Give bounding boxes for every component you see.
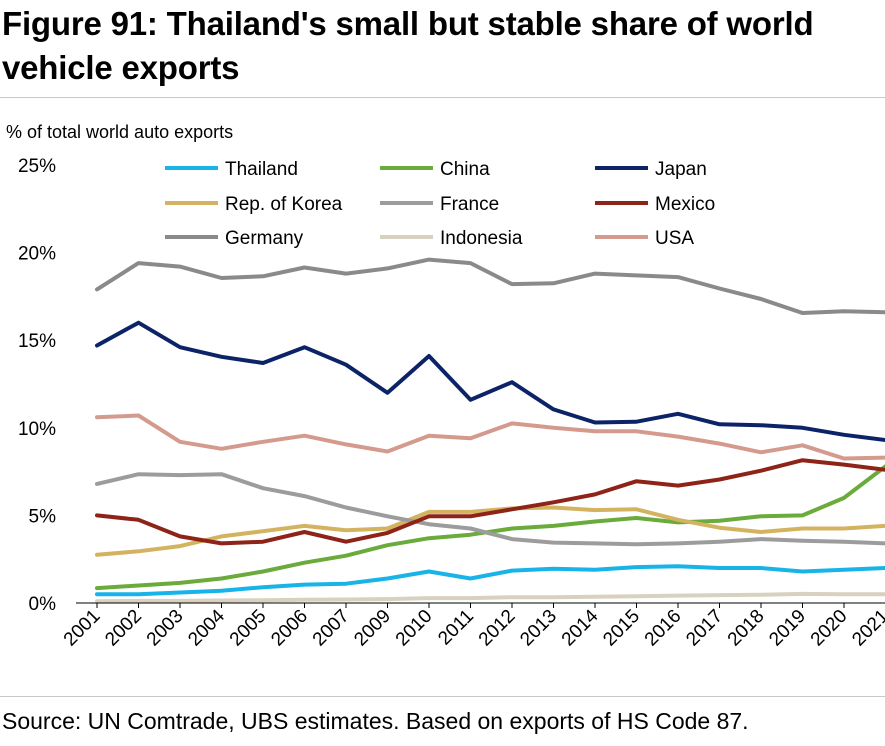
series-line-indonesia	[95, 591, 885, 604]
legend-label: Rep. of Korea	[225, 194, 343, 215]
source-divider	[0, 696, 885, 697]
x-tick-label: 2004	[184, 605, 229, 650]
y-tick-label: 15%	[18, 331, 56, 352]
legend-item: France	[380, 194, 499, 215]
x-tick-label: 2016	[641, 606, 686, 651]
x-tick-label: 2021	[848, 606, 885, 651]
series-line-japan	[95, 320, 885, 443]
y-tick-label: 20%	[18, 244, 56, 265]
legend-label: Japan	[655, 159, 707, 180]
legend-item: USA	[595, 228, 694, 249]
series-line-germany	[95, 257, 885, 315]
legend-item: Rep. of Korea	[165, 194, 343, 215]
legend: Thailand China Japan Rep. of Korea France Mex…	[165, 159, 715, 249]
x-tick-label: 2015	[599, 606, 644, 651]
x-tick-label: 2001	[60, 606, 105, 651]
series-line-usa	[95, 413, 885, 461]
series-line-france	[95, 472, 885, 547]
x-tick-label: 2005	[226, 606, 271, 651]
x-tick-label: 2020	[807, 606, 852, 651]
x-tick-label: 2003	[143, 606, 188, 651]
x-tick-label: 2006	[267, 606, 312, 651]
y-axis-label: % of total world auto exports	[6, 122, 234, 142]
y-tick-label: 0%	[29, 594, 57, 615]
legend-label: USA	[655, 228, 694, 249]
x-tick-label: 2018	[724, 606, 769, 651]
legend-label: Mexico	[655, 194, 715, 215]
x-tick-label: 2011	[434, 606, 478, 650]
series-line-mexico	[95, 458, 885, 546]
title-divider	[0, 97, 885, 98]
series-line-rep-of-korea	[95, 505, 885, 557]
legend-item: Mexico	[595, 194, 715, 215]
legend-label: Germany	[225, 228, 304, 249]
x-tick-label: 2002	[101, 606, 146, 651]
legend-item: China	[380, 159, 490, 180]
x-tick-label: 2019	[765, 606, 810, 651]
x-axis: 2001200220032004200520062007200920102011…	[60, 602, 885, 651]
y-tick-label: 25%	[18, 156, 56, 177]
legend-label: France	[440, 194, 499, 215]
y-tick-label: 5%	[29, 506, 57, 527]
x-tick-label: 2013	[516, 606, 561, 651]
legend-label: Indonesia	[440, 228, 523, 249]
x-tick-label: 2012	[475, 606, 520, 651]
legend-label: Thailand	[225, 159, 298, 180]
series-lines	[95, 257, 885, 604]
figure-title: Figure 91: Thailand's small but stable s…	[2, 5, 814, 86]
series-line-china	[95, 464, 885, 591]
legend-item: Thailand	[165, 159, 298, 180]
legend-item: Indonesia	[380, 228, 523, 249]
y-tick-label: 10%	[18, 419, 56, 440]
x-tick-label: 2009	[350, 606, 395, 651]
source-note: Source: UN Comtrade, UBS estimates. Base…	[2, 708, 749, 734]
series-line-thailand	[95, 564, 885, 597]
legend-item: Germany	[165, 228, 304, 249]
legend-label: China	[440, 159, 490, 180]
y-axis-ticks: 25% 20% 15% 10% 5% 0%	[18, 156, 56, 615]
x-tick-label: 2010	[392, 606, 437, 651]
x-tick-label: 2007	[309, 606, 354, 651]
line-chart: 25% 20% 15% 10% 5% 0% Thailand China Japan Rep. …	[18, 156, 885, 651]
x-tick-label: 2017	[682, 606, 727, 651]
x-tick-label: 2014	[558, 605, 603, 650]
legend-item: Japan	[595, 159, 707, 180]
